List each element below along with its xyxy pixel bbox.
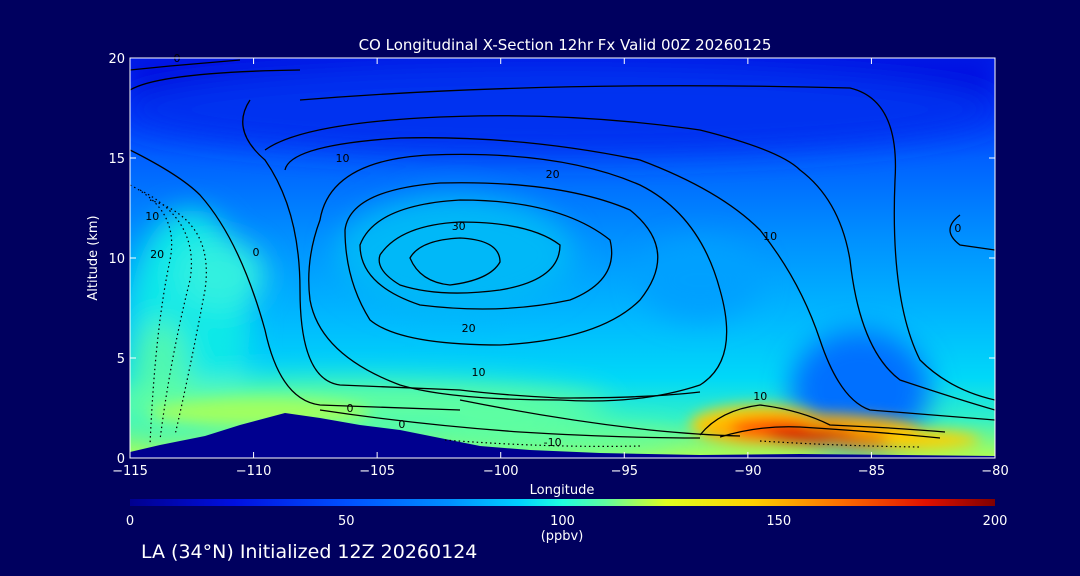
colorbar-tick-label: 50 xyxy=(338,514,355,529)
contour-label: 0 xyxy=(954,222,961,235)
contour-label: 0 xyxy=(346,402,353,415)
colorbar-tick-label: 200 xyxy=(983,514,1008,529)
x-axis-label: Longitude xyxy=(530,483,595,498)
x-tick-label: −95 xyxy=(611,464,638,479)
terrain-mask xyxy=(130,413,995,458)
y-axis: 0 5 10 15 20 xyxy=(108,52,995,467)
x-tick-label: −90 xyxy=(734,464,761,479)
contour-lines xyxy=(130,59,995,439)
y-tick-label: 0 xyxy=(117,452,125,467)
colorbar-unit: (ppbv) xyxy=(541,529,584,544)
y-tick-label: 5 xyxy=(117,352,125,367)
contour-label: -10 xyxy=(544,436,562,449)
y-tick-label: 15 xyxy=(108,152,125,167)
x-tick-label: −105 xyxy=(359,464,395,479)
contour-label: 10 xyxy=(145,210,159,223)
contour-label: 10 xyxy=(471,366,485,379)
negative-contours xyxy=(130,184,921,448)
x-tick-label: −115 xyxy=(112,464,148,479)
contour-label: 20 xyxy=(462,322,476,335)
colorbar-tick-label: 150 xyxy=(766,514,791,529)
contour-label: 20 xyxy=(546,168,560,181)
x-tick-label: −110 xyxy=(236,464,272,479)
co-field xyxy=(130,58,995,458)
chart-title: CO Longitudinal X-Section 12hr Fx Valid … xyxy=(359,36,772,54)
contour-label: 0 xyxy=(398,418,405,431)
x-tick-label: −100 xyxy=(483,464,519,479)
colorbar-tick-label: 100 xyxy=(550,514,575,529)
x-tick-label: −85 xyxy=(858,464,885,479)
contour-label: 10 xyxy=(763,230,777,243)
x-axis: −115 −110 −105 −100 −95 −90 −85 −80 xyxy=(112,58,1009,479)
colorbar xyxy=(130,499,995,506)
contour-label: 30 xyxy=(452,220,466,233)
colorbar-tick-label: 0 xyxy=(126,514,134,529)
colorbar-ticks: 0 50 100 150 200 xyxy=(126,514,1008,529)
footer-initialization-text: LA (34°N) Initialized 12Z 20260124 xyxy=(141,541,478,563)
y-tick-label: 10 xyxy=(108,252,125,267)
contour-label: 20 xyxy=(150,248,164,261)
x-tick-label: −80 xyxy=(981,464,1008,479)
contour-label: 10 xyxy=(753,390,767,403)
contour-label: 10 xyxy=(336,152,350,165)
y-tick-label: 20 xyxy=(108,52,125,67)
contour-label: 0 xyxy=(253,246,260,259)
y-axis-label: Altitude (km) xyxy=(86,215,101,300)
